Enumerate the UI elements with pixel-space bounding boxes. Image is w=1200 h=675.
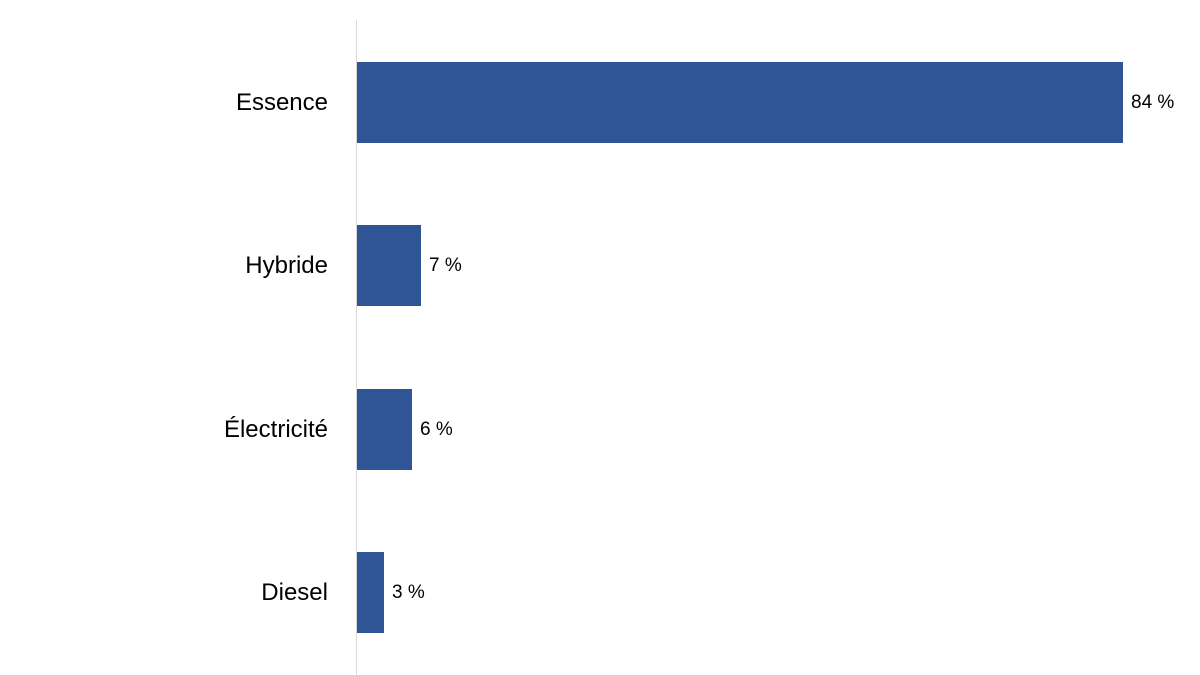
value-label: 6 % — [420, 419, 453, 440]
bar — [357, 225, 421, 306]
value-label: 7 % — [429, 255, 462, 276]
category-label: Électricité — [223, 416, 328, 443]
bar — [357, 389, 412, 470]
category-label: Diesel — [261, 579, 328, 606]
category-label: Essence — [235, 89, 328, 116]
bar — [357, 62, 1123, 143]
category-label: Hybride — [245, 252, 328, 279]
bar — [357, 552, 384, 633]
category-axis-line — [356, 20, 357, 675]
value-label: 84 % — [1131, 92, 1175, 113]
value-label: 3 % — [392, 582, 425, 603]
